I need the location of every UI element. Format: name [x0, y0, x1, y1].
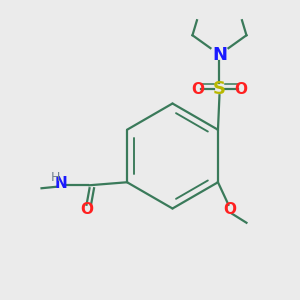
Text: H: H — [51, 171, 61, 184]
Text: S: S — [213, 80, 226, 98]
Text: N: N — [55, 176, 68, 191]
Text: O: O — [235, 82, 248, 97]
Text: N: N — [212, 46, 227, 64]
Text: O: O — [80, 202, 93, 217]
Text: O: O — [224, 202, 236, 217]
Text: O: O — [191, 82, 204, 97]
